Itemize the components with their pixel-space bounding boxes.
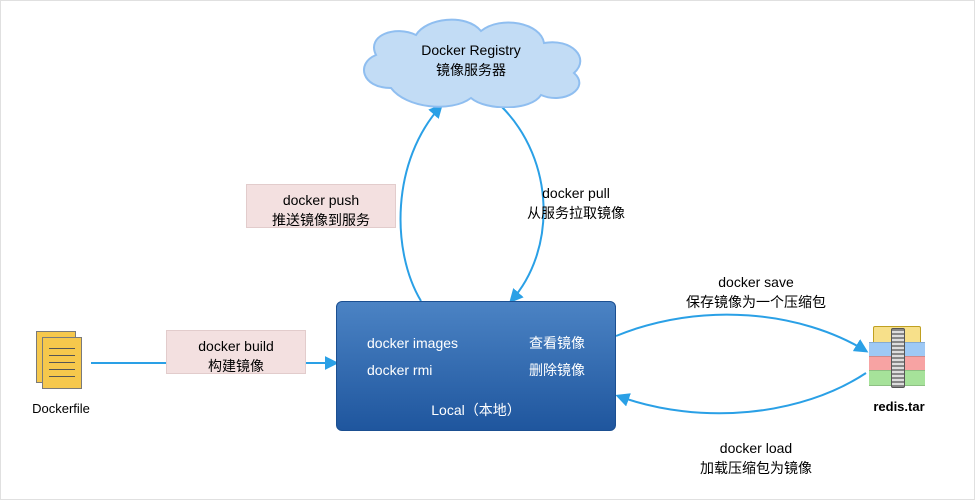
arrow-push: [401, 106, 441, 301]
cloud-title-zh: 镜像服务器: [346, 61, 596, 81]
build-cmd: docker build: [175, 337, 297, 357]
local-desc: 删除镜像: [529, 357, 585, 384]
load-desc: 加载压缩包为镜像: [661, 459, 851, 479]
arrow-load: [618, 373, 866, 413]
label-docker-push: docker push 推送镜像到服务: [246, 184, 396, 228]
label-docker-build: docker build 构建镜像: [166, 330, 306, 374]
load-cmd: docker load: [661, 439, 851, 459]
local-cmd: docker images: [367, 330, 458, 357]
archive-icon: [869, 326, 925, 390]
pull-cmd: docker pull: [496, 184, 656, 204]
dockerfile-caption: Dockerfile: [21, 401, 101, 416]
local-title: Local（本地）: [337, 400, 615, 420]
local-row: docker rmi 删除镜像: [367, 357, 585, 384]
registry-cloud: Docker Registry 镜像服务器: [346, 13, 596, 108]
push-desc: 推送镜像到服务: [255, 211, 387, 231]
cloud-title-en: Docker Registry: [346, 41, 596, 61]
local-desc: 查看镜像: [529, 330, 585, 357]
archive-caption: redis.tar: [859, 399, 939, 414]
arrow-save: [616, 315, 866, 351]
local-row: docker images 查看镜像: [367, 330, 585, 357]
label-docker-pull: docker pull 从服务拉取镜像: [496, 184, 656, 223]
dockerfile-icon: [36, 331, 84, 391]
local-cmd: docker rmi: [367, 357, 432, 384]
label-docker-save: docker save 保存镜像为一个压缩包: [661, 273, 851, 312]
save-desc: 保存镜像为一个压缩包: [661, 293, 851, 313]
save-cmd: docker save: [661, 273, 851, 293]
build-desc: 构建镜像: [175, 357, 297, 377]
label-docker-load: docker load 加载压缩包为镜像: [661, 439, 851, 478]
local-box: docker images 查看镜像 docker rmi 删除镜像 Local（本地…: [336, 301, 616, 431]
local-commands: docker images 查看镜像 docker rmi 删除镜像: [367, 330, 585, 383]
diagram-canvas: Docker Registry 镜像服务器 docker images查看镜像d…: [0, 0, 975, 500]
cloud-text: Docker Registry 镜像服务器: [346, 41, 596, 80]
push-cmd: docker push: [255, 191, 387, 211]
pull-desc: 从服务拉取镜像: [496, 204, 656, 224]
